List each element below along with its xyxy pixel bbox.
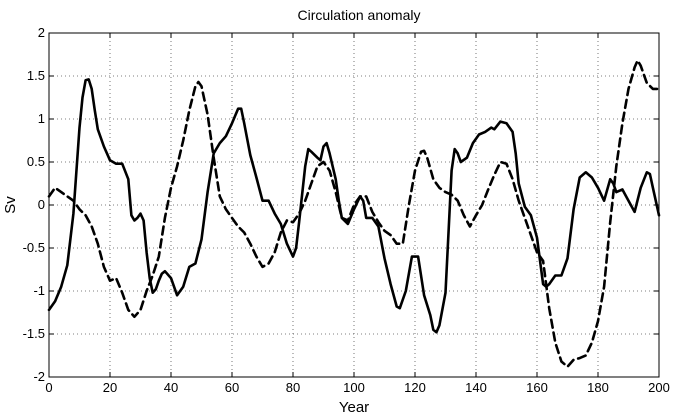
x-tick-label: 120 (404, 380, 426, 395)
y-tick-label: -1 (33, 283, 45, 298)
x-tick-label: 20 (103, 380, 117, 395)
x-tick-label: 40 (164, 380, 178, 395)
axis-ticks: 0 20 40 60 80 100 120 140 160 180 200-2-1.5-1-0.50… (23, 25, 670, 395)
x-tick-label: 0 (45, 380, 52, 395)
x-tick-label: 200 (648, 380, 670, 395)
y-tick-label: 1.5 (27, 68, 45, 83)
y-tick-label: 2 (38, 25, 45, 40)
dashed-series-line (47, 59, 661, 368)
x-tick-label: 140 (465, 380, 487, 395)
x-tick-label: 60 (225, 380, 239, 395)
y-axis-label: Sv (2, 196, 19, 214)
x-tick-label: 180 (587, 380, 609, 395)
x-axis-label: Year (339, 399, 369, 415)
y-tick-label: 0.5 (27, 154, 45, 169)
y-tick-label: 0 (38, 197, 45, 212)
chart-title: Circulation anomaly (298, 7, 421, 23)
y-tick-label: -1.5 (23, 326, 45, 341)
x-tick-label: 80 (286, 380, 300, 395)
x-tick-label: 100 (343, 380, 365, 395)
y-tick-label: -0.5 (23, 240, 45, 255)
series-group (47, 59, 661, 368)
x-tick-label: 160 (526, 380, 548, 395)
grid (49, 33, 659, 377)
y-tick-label: -2 (33, 369, 45, 384)
y-tick-label: 1 (38, 111, 45, 126)
